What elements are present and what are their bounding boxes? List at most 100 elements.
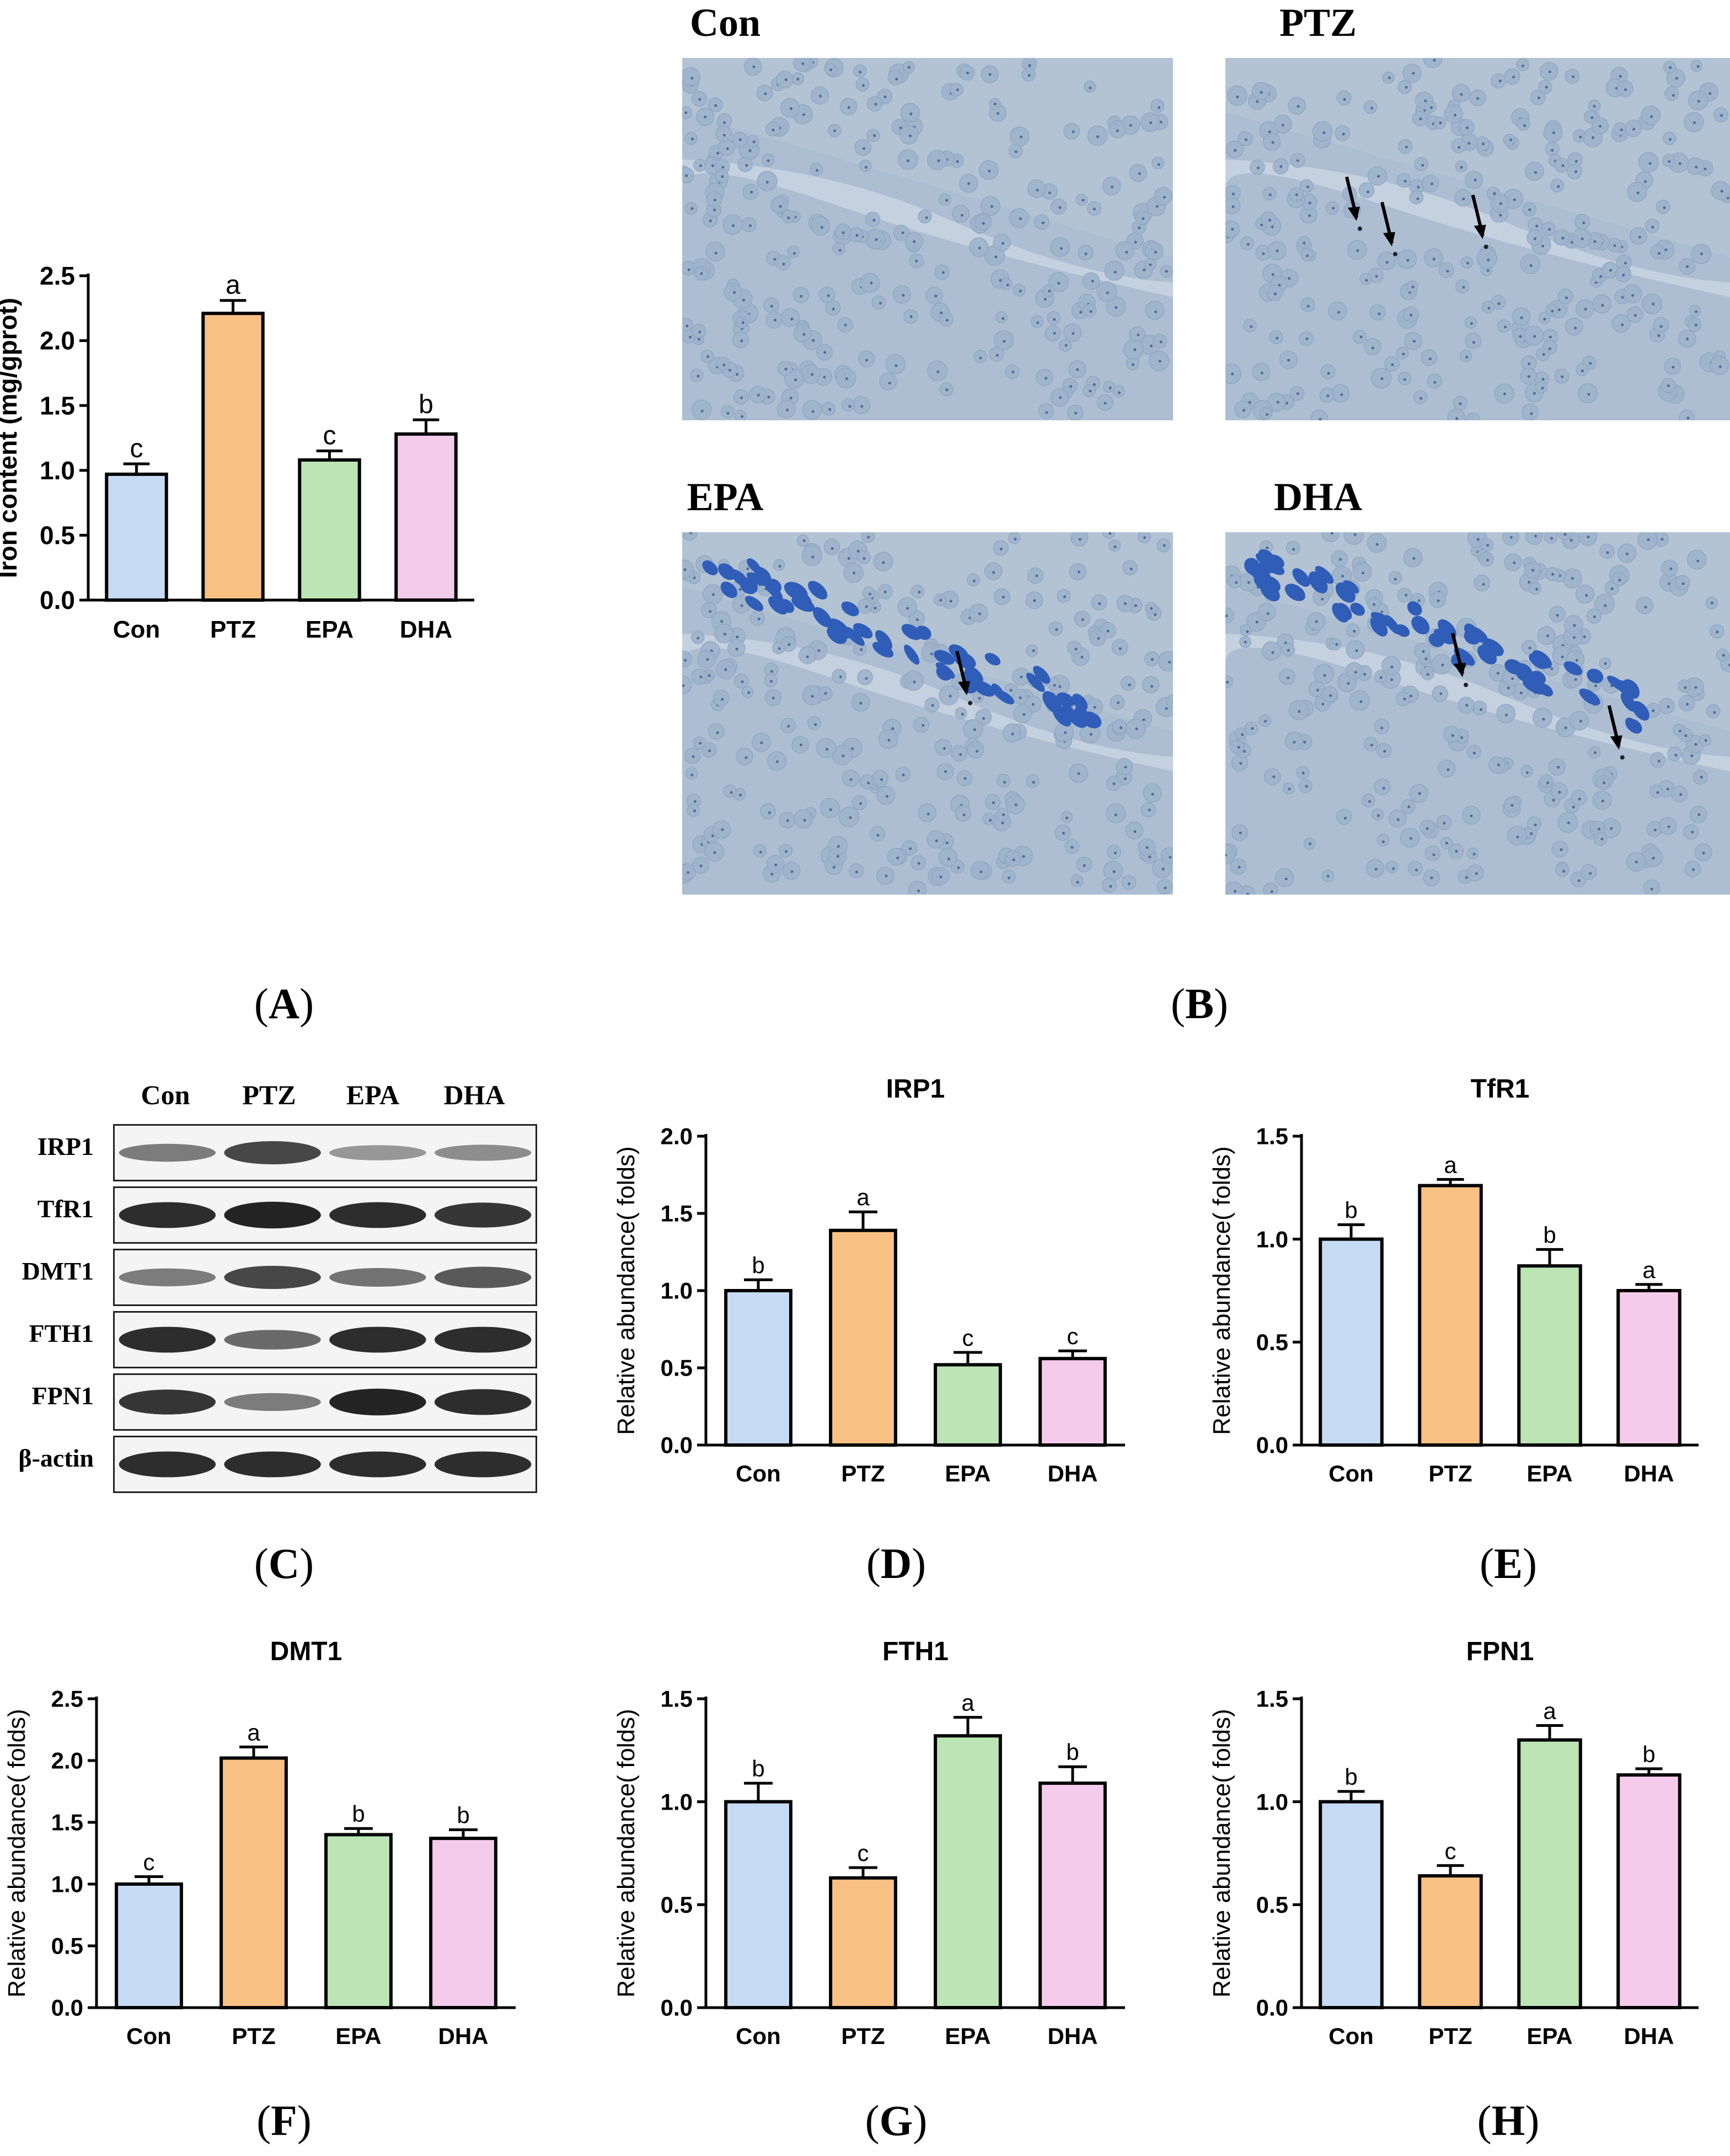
chart-d-ytick-label: 2.0 [661,1124,693,1149]
blot-head-dha: DHA [443,1079,505,1110]
chart-e-sig-letter: a [1444,1152,1457,1178]
chart-f-sig-letter: a [247,1719,260,1745]
micrograph-arrowhead [1474,224,1486,239]
chart-f-bar-dha [429,1837,497,2009]
micrograph-arrowhead [1610,735,1622,750]
blot-band-con [119,1268,216,1287]
blot-strip-irp1 [113,1124,537,1181]
chart-a-xtick-label: EPA [306,616,354,643]
blot-label-fth1: FTH1 [29,1319,94,1347]
stained-cell [1607,676,1627,692]
chart-F-svg: DMT1 Relative abundance( folds) 0.0 0.5 1.0 1… [3,1637,516,2049]
chart-G-svg: FTH1 Relative abundance( folds) 0.0 0.5 1.0 1… [613,1637,1125,2049]
stained-cell [1284,584,1305,601]
stained-cell [1579,688,1600,705]
chart-E-svg: TfR1 Relative abundance( folds) 0.0 0.5 1.0 1… [1208,1074,1699,1486]
chart-f-bar-con [115,1882,183,2009]
chart-e-xtick-label: PTZ [1428,1460,1472,1486]
chart-f-ytick-label: 2.5 [51,1686,83,1712]
chart-f-ytick-label: 0.0 [51,1995,83,2021]
chart-f-sig-letter: b [457,1802,469,1828]
chart-a-bar-epa [298,458,361,602]
stained-cell [1343,580,1359,593]
blot-band-epa [329,1145,426,1160]
chart-e-bar-epa [1517,1264,1582,1447]
blot-band-dha [434,1326,532,1353]
chart-h-bar-ptz [1418,1874,1483,2010]
chart-a-xtick-label: Con [113,616,160,643]
blot-band-dha [434,1451,532,1478]
chart-d-sig-letter: c [962,1325,974,1351]
chart-e-ylabel: Relative abundance( folds) [1208,1146,1235,1435]
stained-cell [1332,603,1349,623]
chart-f-ylabel: Relative abundance( folds) [3,1709,30,1997]
stained-cell [901,624,922,640]
chart-g-bar-dha [1038,1781,1107,2009]
blot-band-dha [434,1389,532,1415]
stained-cell [1042,691,1062,714]
chart-g-title: FTH1 [882,1637,949,1666]
chart-g-bar-con [724,1800,792,2009]
chart-h-xtick-label: PTZ [1428,2023,1472,2049]
blot-band-ptz [224,1266,321,1289]
stained-cell [754,566,772,583]
panel-label-g: (G) [865,2096,928,2144]
stained-cell [1062,704,1077,722]
chart-e-xtick-label: DHA [1624,1460,1674,1486]
chart-e-sig-letter: a [1642,1257,1656,1283]
chart-g-xtick-label: DHA [1048,2023,1098,2049]
chart-g-sig-letter: b [752,1756,764,1781]
chart-a-ytick-label: 1.5 [40,391,75,420]
chart-f-ytick-label: 0.5 [51,1933,83,1959]
chart-g-bar-ptz [829,1876,897,2009]
chart-g-xtick-label: PTZ [841,2023,885,2049]
stained-cell [702,560,718,576]
stained-cell [1514,663,1534,682]
chart-h-sig-letter: c [1445,1838,1456,1864]
chart-a-xtick-label: PTZ [210,616,256,643]
stained-cell [1411,616,1430,635]
micrograph-arrowhead [1347,206,1360,221]
stained-cell [1532,650,1552,668]
chart-g-bar-epa [934,1734,1002,2009]
stained-cell [720,581,737,598]
micrograph-title-epa: EPA [687,475,764,519]
micrograph-epa [682,532,1173,895]
chart-d-sig-letter: a [856,1184,870,1210]
iron-deposit [1483,244,1488,249]
chart-d-ytick-label: 0.5 [661,1355,693,1381]
chart-f-sig-letter: c [143,1849,155,1875]
stained-cell [1621,679,1640,699]
chart-g-xtick-label: EPA [945,2023,990,2049]
micrograph-arrowhead [1383,232,1395,247]
chart-e-ytick-label: 1.0 [1256,1226,1288,1252]
chart-a-bar-dha [394,432,458,602]
panel-label-d: (D) [866,1539,926,1587]
stained-cell [936,665,952,681]
chart-a-ytick-label: 0.0 [40,586,75,614]
chart-f-xtick-label: Con [126,2023,172,2049]
chart-e-xtick-label: EPA [1527,1460,1572,1486]
chart-a-bar-ptz [201,312,265,602]
panel-label-a: (A) [254,980,314,1028]
chart-h-xtick-label: EPA [1527,2023,1572,2049]
blot-band-epa [329,1388,426,1416]
chart-f-xtick-label: PTZ [232,2023,275,2049]
stained-cell [853,623,873,639]
stained-cell [1072,693,1088,711]
chart-d-ytick-label: 1.5 [661,1201,693,1227]
chart-f-xtick-label: EPA [335,2023,381,2049]
blot-label-beta-actin: β-actin [18,1444,94,1472]
stained-cell [1433,629,1455,645]
blot-strip-tfr1 [113,1186,537,1244]
chart-A-svg: Iron content (mg/gprot) 0.0 0.5 1.0 1.5 2.0 2.… [0,261,474,643]
chart-a-sig-letter: c [130,434,143,463]
chart-h-sig-letter: b [1642,1741,1655,1767]
micrograph-dha [1225,532,1730,895]
chart-h-ytick-label: 1.5 [1256,1686,1288,1712]
stained-cell [733,574,751,587]
chart-f-ytick-label: 1.5 [51,1810,83,1836]
chart-E: TfR1 Relative abundance( folds) 0.0 0.5 1.0 1… [1208,1048,1730,1506]
chart-h-bar-epa [1517,1738,1582,2010]
stained-cell [1370,612,1393,627]
